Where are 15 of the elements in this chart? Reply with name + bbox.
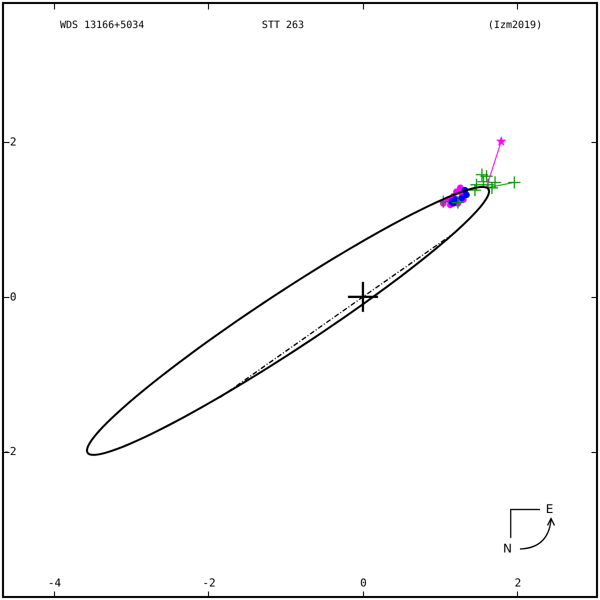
annotation: E [546,502,554,516]
annotation: (Izm2019) [488,20,542,31]
x-tick-label: 0 [360,576,367,590]
annotation: WDS 13166+5034 [60,20,144,31]
x-tick-label: 2 [514,576,522,590]
x-tick-label: -2 [202,576,216,590]
y-tick-label: 0 [10,290,16,304]
x-tick-label: -4 [48,576,62,590]
point [476,168,488,181]
text: STT 263 [262,20,304,31]
point [496,136,506,146]
y-tick-label: 2 [10,136,16,149]
point [508,176,520,189]
point [463,191,470,198]
annotation: N [503,542,512,556]
